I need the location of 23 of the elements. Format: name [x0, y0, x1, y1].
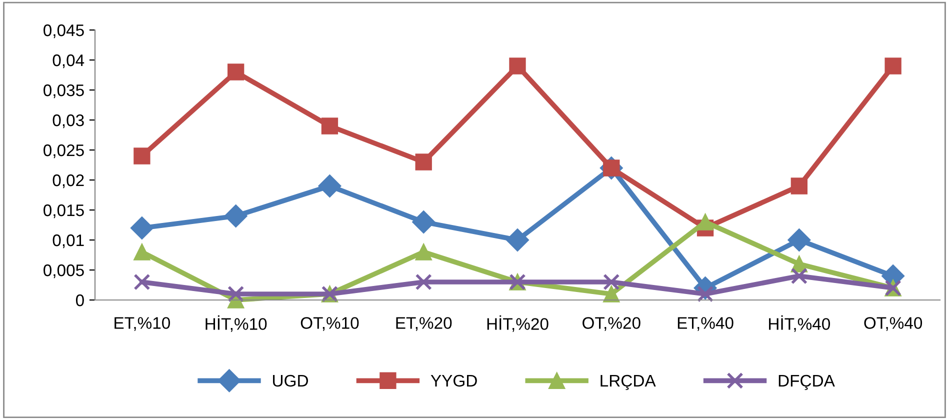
legend-label: DFÇDA: [778, 374, 835, 390]
y-tick-label: 0,02: [52, 174, 84, 188]
y-tick-label: 0,03: [52, 114, 84, 128]
y-tick-label: 0,025: [44, 144, 84, 158]
x-tick-label: OT,%20: [582, 317, 640, 331]
y-tick-label: 0,005: [44, 264, 84, 278]
x-tick-label: HİT,%20: [487, 315, 548, 332]
y-tick-label: 0,015: [44, 204, 84, 218]
x-tick-label: ET,%40: [678, 317, 734, 331]
x-tick-label: ET,%10: [114, 317, 170, 331]
x-tick-label: HİT,%40: [769, 315, 830, 332]
y-tick-label: 0,035: [44, 84, 84, 98]
y-tick-label: 0: [76, 294, 84, 306]
legend-label: LRÇDA: [600, 374, 656, 390]
legend-label: UGD: [273, 374, 308, 387]
x-tick-label: ET,%20: [396, 317, 452, 331]
y-tick-label: 0,04: [52, 54, 84, 68]
y-tick-label: 0,045: [44, 24, 84, 38]
x-tick-label: HİT,%10: [206, 315, 267, 332]
y-tick-label: 0,01: [52, 234, 84, 248]
legend-label: YYGD: [430, 374, 477, 387]
x-tick-label: OT,%10: [300, 317, 359, 331]
x-tick-label: OT,%40: [864, 317, 922, 331]
